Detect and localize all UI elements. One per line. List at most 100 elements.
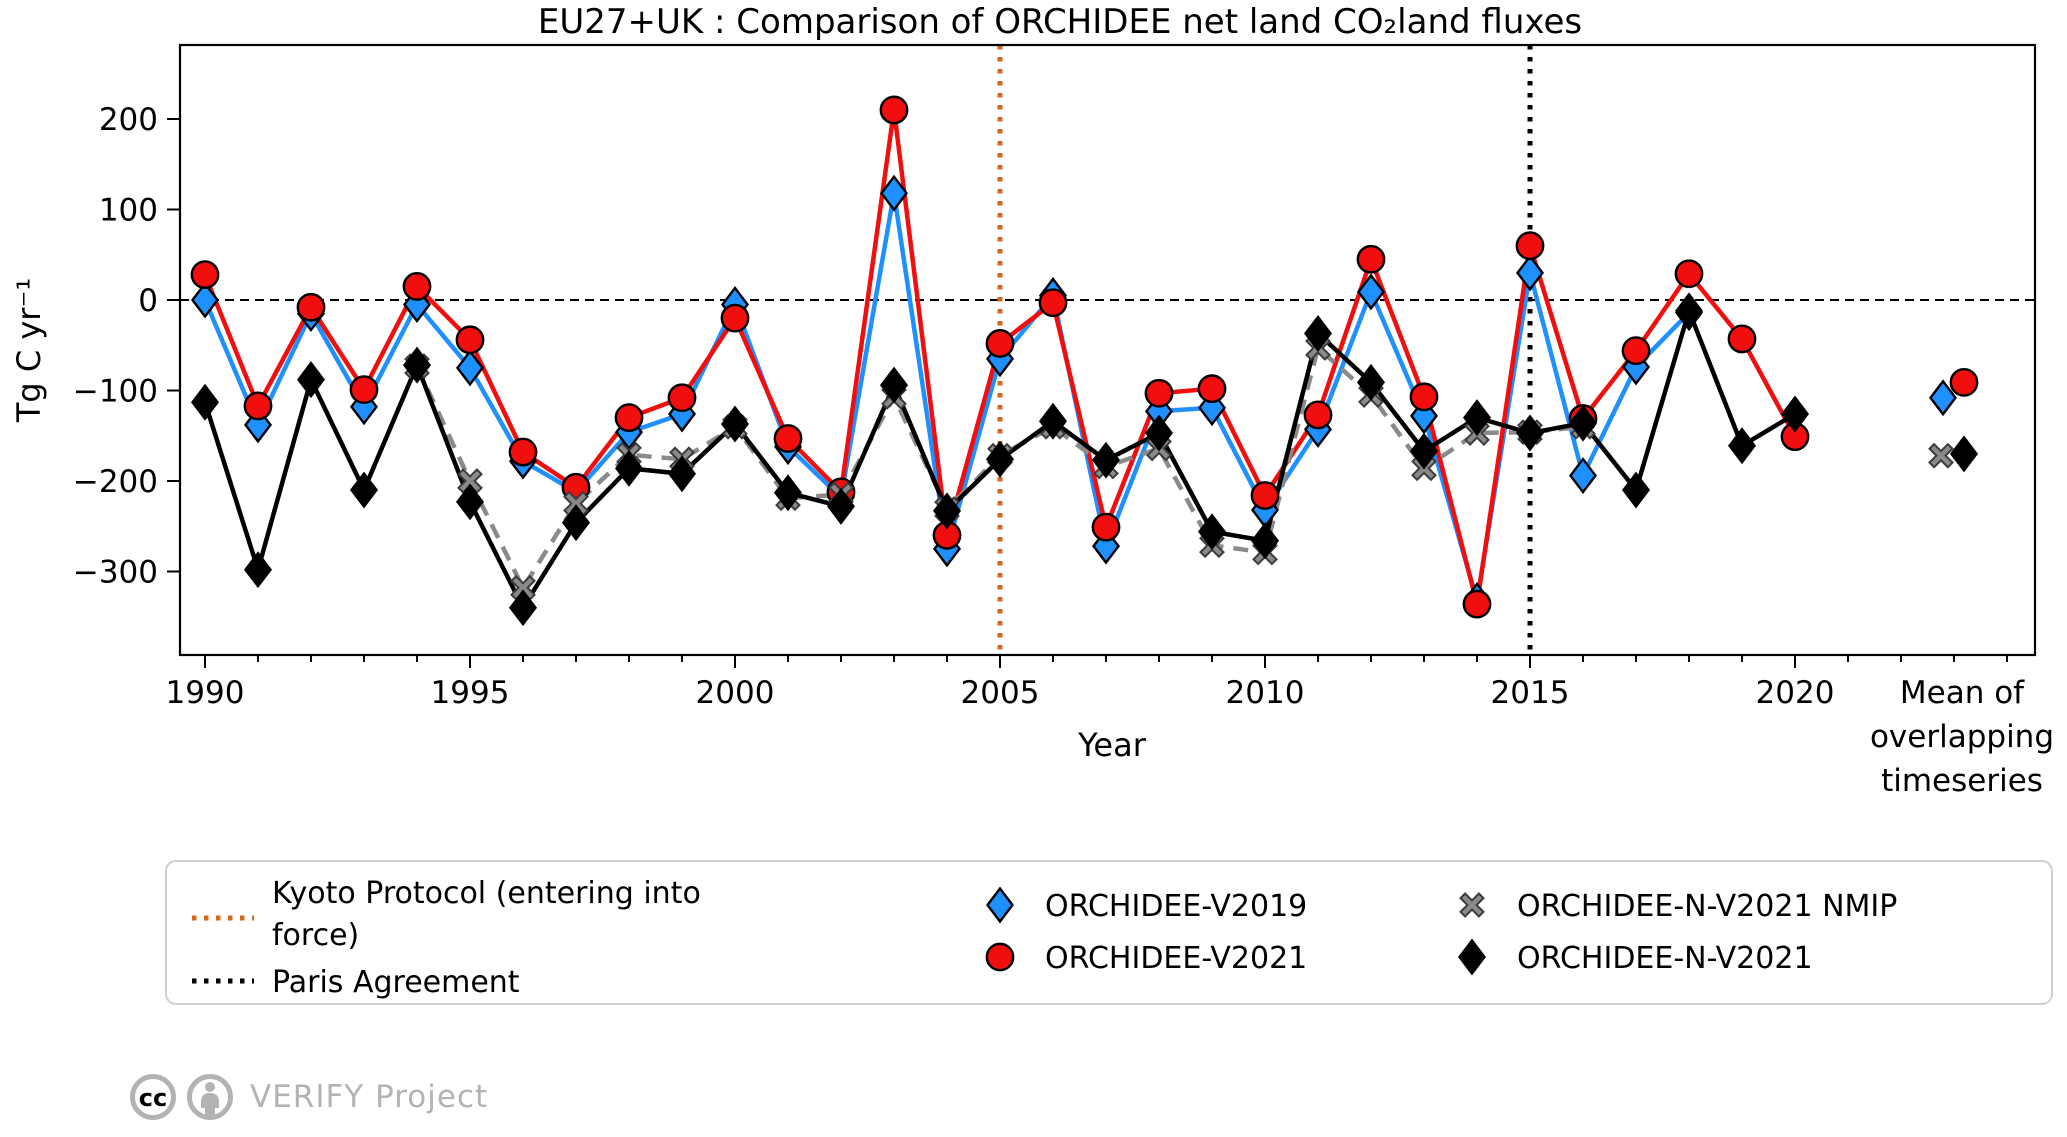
y-tick-label: −200 <box>73 464 158 500</box>
orchidee-v2021-marker <box>1409 382 1439 412</box>
orchidee-v2019-mean-marker <box>1928 379 1958 417</box>
orchidee-n-v2021-marker <box>879 366 909 404</box>
orchidee-n-v2021-marker <box>455 483 485 521</box>
x-tick-label: 2020 <box>1756 675 1835 711</box>
legend-sample-orchidee-v2019 <box>985 886 1015 924</box>
legend-label-orchidee-v2021: ORCHIDEE-V2021 <box>1045 941 1307 976</box>
legend-box <box>165 860 2053 1005</box>
orchidee-v2021-marker <box>243 391 273 421</box>
x-tick-label: 2000 <box>696 675 775 711</box>
orchidee-v2019-marker <box>1356 273 1386 311</box>
orchidee-n-v2021-marker <box>773 474 803 512</box>
orchidee-v2021-marker <box>1197 374 1227 404</box>
legend-sample-orchidee-n-v2021 <box>1457 938 1487 976</box>
x-tick-label: 1990 <box>166 675 245 711</box>
legend-sample-orchidee-n-v2021-nmip <box>1459 892 1485 918</box>
orchidee-n-v2021-marker <box>985 440 1015 478</box>
orchidee-n-v2021-nmip-mean-marker <box>1928 442 1954 469</box>
orchidee-v2021-marker <box>614 403 644 433</box>
orchidee-v2021-marker <box>402 272 432 301</box>
orchidee-n-v2021-marker <box>402 346 432 384</box>
orchidee-v2021-marker <box>1674 259 1704 289</box>
cc-license-icons: cc <box>130 1074 233 1120</box>
orchidee-n-v2021-marker <box>1038 402 1068 440</box>
orchidee-v2019-marker <box>1568 457 1598 495</box>
orchidee-n-v2021-marker <box>243 551 273 589</box>
orchidee-n-v2021-marker <box>1250 522 1280 560</box>
orchidee-n-v2021-marker <box>1780 395 1810 433</box>
orchidee-n-v2021-marker <box>508 589 538 627</box>
orchidee-v2021-marker <box>879 95 909 125</box>
orchidee-n-v2021-marker <box>720 405 750 443</box>
orchidee-v2021-marker <box>508 437 538 467</box>
orchidee-n-v2021-marker <box>1515 414 1545 452</box>
orchidee-v2021-marker <box>1303 400 1333 430</box>
orchidee-v2021-mean-marker <box>1949 367 1979 397</box>
orchidee-v2021-marker <box>985 329 1015 358</box>
mean-column-label: Mean of <box>1900 675 2025 711</box>
credit-text: VERIFY Project <box>250 1079 489 1115</box>
orchidee-v2021-marker <box>1727 324 1757 354</box>
y-tick-label: −300 <box>73 555 158 591</box>
plot-border <box>178 43 2037 657</box>
legend-label-orchidee-v2019: ORCHIDEE-V2019 <box>1045 889 1307 924</box>
orchidee-n-v2021-marker <box>1727 427 1757 465</box>
orchidee-v2021-marker <box>1144 378 1174 408</box>
orchidee-v2021-marker <box>1038 288 1068 318</box>
orchidee-n-v2021-marker <box>561 504 591 542</box>
y-axis-label: Tg C yr⁻¹ <box>10 278 48 423</box>
orchidee-n-v2021-marker <box>1091 441 1121 479</box>
orchidee-v2021-marker <box>1462 589 1492 619</box>
orchidee-v2021-marker <box>190 260 220 290</box>
orchidee-n-v2021-marker <box>1462 399 1492 437</box>
legend: Kyoto Protocol (entering into force) Paris… <box>165 860 2053 1005</box>
x-tick-label: 2005 <box>961 675 1040 711</box>
orchidee-n-v2021-mean-marker <box>1949 435 1979 473</box>
credit-footer: cc VERIFY Project <box>128 1072 488 1122</box>
cc-icon: cc <box>130 1074 176 1120</box>
orchidee-v2021-marker <box>720 303 750 333</box>
mean-column-label: timeseries <box>1881 763 2043 799</box>
orchidee-n-v2021-marker <box>1621 471 1651 509</box>
orchidee-n-v2021-marker <box>190 383 220 421</box>
orchidee-v2021-marker <box>1091 512 1121 542</box>
orchidee-n-v2021-marker <box>349 471 379 509</box>
orchidee-v2021-marker <box>773 424 803 453</box>
orchidee-v2021-marker <box>349 375 379 404</box>
orchidee-n-v2021-marker <box>667 455 697 493</box>
legend-label-paris: Paris Agreement <box>272 965 520 1000</box>
legend-sample-orchidee-v2021 <box>985 942 1015 972</box>
orchidee-n-v2021-marker <box>614 449 644 487</box>
orchidee-v2021-marker <box>296 292 326 322</box>
orchidee-n-v2021-marker <box>826 487 856 525</box>
legend-label-kyoto: Kyoto Protocol (entering into <box>272 876 701 911</box>
x-axis-label: Year <box>1077 726 1147 764</box>
orchidee-v2021-marker <box>667 383 697 413</box>
mean-column-label: overlapping <box>1870 719 2054 755</box>
legend-label-orchidee-n-v2021-nmip: ORCHIDEE-N-V2021 NMIP <box>1517 889 1897 924</box>
orchidee-v2019-marker <box>455 349 485 387</box>
orchidee-v2019-marker <box>879 174 909 212</box>
y-tick-label: 200 <box>99 102 158 138</box>
x-tick-label: 2010 <box>1226 675 1305 711</box>
orchidee-n-v2021-marker <box>296 361 326 399</box>
orchidee-n-v2021-marker <box>1197 513 1227 551</box>
orchidee-v2021-marker <box>1515 231 1545 261</box>
x-tick-label: 1995 <box>431 675 510 711</box>
orchidee-v2021-marker <box>1356 244 1386 274</box>
y-tick-label: 0 <box>138 283 158 319</box>
orchidee-v2019-marker <box>1515 254 1545 292</box>
attribution-person-icon <box>187 1074 233 1120</box>
orchidee-n-v2021-marker <box>1409 432 1439 470</box>
orchidee-n-v2021-marker <box>1356 363 1386 401</box>
orchidee-n-v2021-marker <box>1674 292 1704 330</box>
orchidee-v2021-marker <box>455 325 485 355</box>
svg-text:cc: cc <box>139 1084 167 1112</box>
orchidee-v2021-marker <box>1621 336 1651 366</box>
y-tick-label: −100 <box>73 374 158 410</box>
orchidee-n-v2021-marker <box>1568 404 1598 442</box>
orchidee-v2021-marker <box>1250 481 1280 510</box>
legend-label-orchidee-n-v2021: ORCHIDEE-N-V2021 <box>1517 941 1813 976</box>
